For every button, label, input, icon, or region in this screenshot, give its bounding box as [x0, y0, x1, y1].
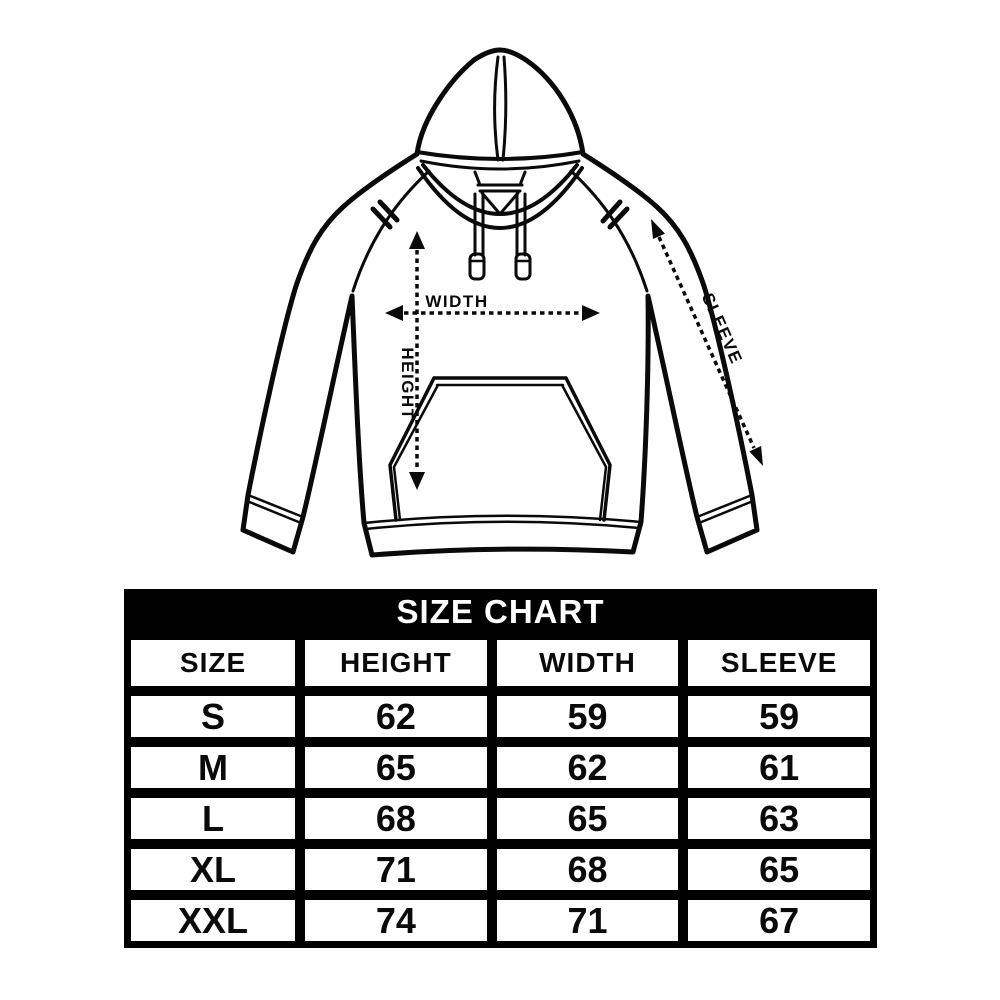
cuff-stitch-left — [245, 493, 305, 525]
size-cell: L — [128, 795, 299, 842]
drawstring-right — [515, 192, 527, 257]
value-cell: 71 — [493, 897, 682, 944]
size-cell: XL — [128, 846, 299, 893]
table-row-m: M 65 62 61 — [128, 744, 873, 791]
value-cell: 62 — [493, 744, 682, 791]
collar-outer-curve — [416, 166, 584, 230]
drawstrings — [468, 192, 532, 281]
hood-details — [415, 55, 585, 230]
arrowhead-right-icon — [582, 305, 600, 321]
hood-center-seam — [493, 55, 500, 162]
size-chart-table: SIZE CHART SIZE HEIGHT WIDTH SLEEVE S 62… — [124, 589, 877, 948]
width-label: WIDTH — [425, 292, 488, 311]
col-header-height: HEIGHT — [302, 637, 490, 689]
col-header-width: WIDTH — [493, 637, 682, 689]
aglet-left — [468, 252, 486, 281]
value-cell: 68 — [302, 795, 490, 842]
table-row-xl: XL 71 68 65 — [128, 846, 873, 893]
inner-facing-bar — [476, 183, 524, 193]
value-cell: 59 — [493, 693, 682, 740]
value-cell: 61 — [685, 744, 873, 791]
hood-rim-outer — [415, 150, 585, 161]
size-cell: M — [128, 744, 299, 791]
value-cell: 59 — [685, 693, 873, 740]
value-cell: 62 — [302, 693, 490, 740]
hoodie-technical-drawing: WIDTH HEIGHT SLEEVE — [240, 47, 763, 558]
pocket-stitch-line — [392, 383, 608, 522]
value-cell: 63 — [685, 795, 873, 842]
size-chart-title: SIZE CHART — [396, 593, 605, 630]
kangaroo-pocket — [388, 376, 612, 522]
col-header-sleeve: SLEEVE — [685, 637, 873, 689]
drawstring-left — [473, 192, 485, 257]
table-row-s: S 62 59 59 — [128, 693, 873, 740]
shoulder-notch-left — [370, 199, 400, 230]
pocket-outer-edge — [388, 376, 612, 522]
arrowhead-left-icon — [385, 305, 403, 321]
hem-stitch-bottom — [364, 520, 641, 531]
width-arrow: WIDTH — [385, 292, 600, 321]
cuff-stitch-right — [695, 493, 755, 525]
size-table: SIZE HEIGHT WIDTH SLEEVE S 62 59 59 M 65… — [124, 633, 877, 948]
raglan-seam-left — [351, 169, 431, 293]
value-cell: 65 — [685, 846, 873, 893]
value-cell: 65 — [493, 795, 682, 842]
value-cell: 67 — [685, 897, 873, 944]
raglan-seam-right — [569, 169, 649, 293]
table-row-l: L 68 65 63 — [128, 795, 873, 842]
height-label: HEIGHT — [398, 347, 417, 420]
hoodie-outline — [240, 47, 760, 558]
value-cell: 74 — [302, 897, 490, 944]
shoulder-notch-right — [600, 199, 630, 230]
size-cell: XXL — [128, 897, 299, 944]
value-cell: 71 — [302, 846, 490, 893]
hood-rim-inner — [419, 159, 581, 171]
table-row-xxl: XXL 74 71 67 — [128, 897, 873, 944]
size-cell: S — [128, 693, 299, 740]
arrowhead-downright-icon — [749, 446, 763, 466]
value-cell: 65 — [302, 744, 490, 791]
inner-facing-sides — [473, 170, 527, 187]
arrowhead-upleft-icon — [651, 219, 665, 239]
header-row: SIZE HEIGHT WIDTH SLEEVE — [128, 637, 873, 689]
col-header-size: SIZE — [128, 637, 299, 689]
arrowhead-down-icon — [409, 472, 425, 490]
hood-center-seam — [501, 55, 508, 162]
arrowhead-up-icon — [409, 231, 425, 249]
height-arrow: HEIGHT — [398, 231, 425, 490]
neck-v-seam — [480, 191, 520, 216]
raglan-seams — [351, 169, 649, 293]
aglet-right — [514, 252, 532, 281]
value-cell: 68 — [493, 846, 682, 893]
